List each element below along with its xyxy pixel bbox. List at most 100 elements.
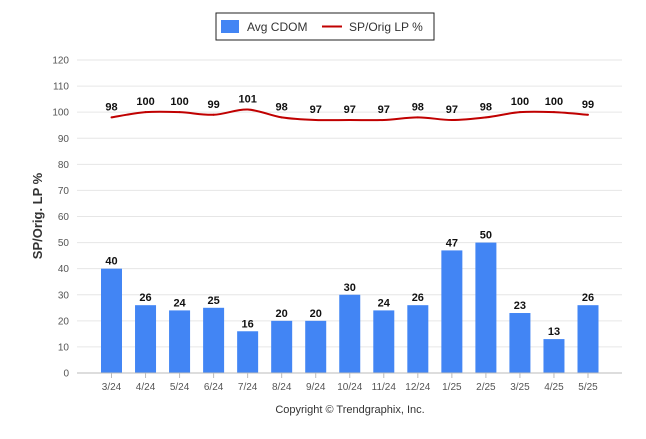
line-point xyxy=(484,116,487,119)
x-tick-label: 9/24 xyxy=(306,382,326,393)
line-value-label: 98 xyxy=(412,101,424,113)
line-value-label: 97 xyxy=(378,104,390,116)
legend-label-bar: Avg CDOM xyxy=(247,20,307,34)
bar xyxy=(577,305,599,373)
x-tick-label: 5/25 xyxy=(578,382,598,393)
bar-value-label: 26 xyxy=(412,292,424,304)
line-point xyxy=(178,111,181,114)
bar-value-label: 13 xyxy=(548,326,560,338)
x-tick-label: 8/24 xyxy=(272,382,292,393)
bar-value-label: 24 xyxy=(378,297,391,309)
bar xyxy=(339,294,361,373)
line-value-label: 97 xyxy=(310,104,322,116)
line-value-label: 99 xyxy=(582,99,594,111)
line-point xyxy=(518,111,521,114)
bar xyxy=(135,305,157,373)
line-point xyxy=(552,111,555,114)
bar-value-label: 26 xyxy=(139,292,151,304)
y-tick-label: 120 xyxy=(52,56,69,67)
line-value-label: 100 xyxy=(511,96,529,108)
line-value-label: 97 xyxy=(344,104,356,116)
x-tick-label: 4/24 xyxy=(136,382,156,393)
bar xyxy=(441,250,463,373)
y-tick-label: 10 xyxy=(58,342,70,353)
x-tick-label: 1/25 xyxy=(442,382,462,393)
bar-value-label: 47 xyxy=(446,237,458,249)
axes: 0 10 20 30 40 50 60 70 80 90 100 110 120 3/24 4/24 5/24… xyxy=(52,56,622,393)
bar-value-label: 26 xyxy=(582,292,594,304)
bar-value-label: 24 xyxy=(173,297,186,309)
line-point xyxy=(314,118,317,121)
x-tick-label: 12/24 xyxy=(405,382,430,393)
y-tick-label: 90 xyxy=(58,134,70,145)
legend-box xyxy=(215,12,435,41)
y-tick-label: 30 xyxy=(58,290,70,301)
copyright-footer: Copyright © Trendgraphix, Inc. xyxy=(275,404,424,416)
bar xyxy=(475,242,497,373)
bar-value-label: 23 xyxy=(514,300,526,312)
x-tick-label: 3/24 xyxy=(102,382,122,393)
bar-value-label: 40 xyxy=(105,256,117,268)
line-value-label: 98 xyxy=(480,101,492,113)
bar-value-label: 50 xyxy=(480,230,492,242)
bar-value-label: 25 xyxy=(207,295,219,307)
y-axis-title: SP/Orig. LP % xyxy=(30,172,45,259)
line-point xyxy=(450,118,453,121)
y-tick-label: 80 xyxy=(58,160,70,171)
x-tick-label: 5/24 xyxy=(170,382,190,393)
line-point xyxy=(382,118,385,121)
line-value-label: 100 xyxy=(170,96,188,108)
line-point xyxy=(280,116,283,119)
bar-value-label: 20 xyxy=(276,308,288,320)
bar-value-label: 30 xyxy=(344,282,356,294)
line-value-label: 100 xyxy=(136,96,154,108)
line-value-label: 100 xyxy=(545,96,563,108)
legend-label-line: SP/Orig LP % xyxy=(349,20,423,34)
bar xyxy=(305,320,327,373)
bar xyxy=(169,310,191,373)
y-tick-label: 20 xyxy=(58,316,70,327)
bar-value-label: 20 xyxy=(310,308,322,320)
bar-value-label: 16 xyxy=(242,318,254,330)
y-tick-label: 70 xyxy=(58,186,70,197)
y-tick-label: 60 xyxy=(58,212,70,223)
x-tick-label: 2/25 xyxy=(476,382,496,393)
line-point xyxy=(348,118,351,121)
bar-series xyxy=(101,242,599,373)
x-tick-label: 11/24 xyxy=(372,382,397,393)
line-value-label: 101 xyxy=(238,94,256,106)
data-labels: 40 26 24 25 16 20 20 30 24 26 47 50 23 13 26 98 100 100 99… xyxy=(105,94,594,339)
y-tick-label: 40 xyxy=(58,264,70,275)
bar xyxy=(373,310,395,373)
line-point xyxy=(416,116,419,119)
line-point xyxy=(144,111,147,114)
line-point xyxy=(587,113,589,116)
x-tick-label: 4/25 xyxy=(544,382,564,393)
line-point xyxy=(246,108,249,111)
legend-swatch-bar xyxy=(221,20,239,33)
line-value-label: 99 xyxy=(207,99,219,111)
line-series xyxy=(110,108,589,122)
bar xyxy=(237,331,259,373)
y-tick-label: 50 xyxy=(58,238,70,249)
line-point xyxy=(110,116,113,119)
x-tick-label: 10/24 xyxy=(337,382,362,393)
line-value-label: 98 xyxy=(105,101,117,113)
y-tick-label: 110 xyxy=(53,82,69,93)
line-point xyxy=(212,113,215,116)
y-tick-label: 0 xyxy=(63,369,69,380)
y-tick-label: 100 xyxy=(52,108,69,119)
x-tick-label: 7/24 xyxy=(238,382,258,393)
bar xyxy=(543,339,565,373)
bar xyxy=(509,313,531,373)
bar xyxy=(407,305,429,373)
x-tick-label: 3/25 xyxy=(510,382,530,393)
legend: Avg CDOM SP/Orig LP % xyxy=(215,12,435,41)
line-value-label: 98 xyxy=(276,101,288,113)
bar xyxy=(203,307,225,373)
x-tick-label: 6/24 xyxy=(204,382,224,393)
line-value-label: 97 xyxy=(446,104,458,116)
bar xyxy=(271,320,293,373)
